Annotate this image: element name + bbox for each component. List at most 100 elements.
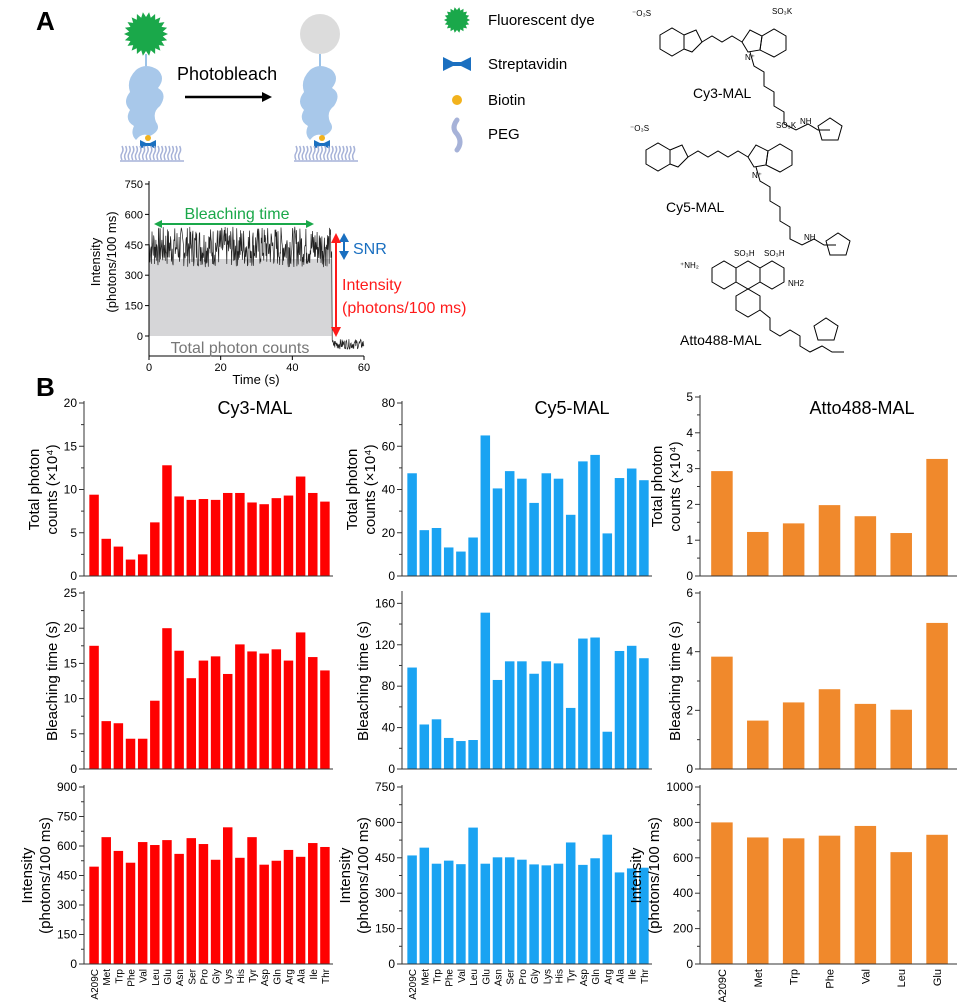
structure-atom: SO₃H (734, 249, 755, 258)
peg-strand (323, 145, 327, 161)
structure-label: Atto488-MAL (680, 332, 762, 348)
bar-Ile (308, 492, 318, 576)
x-tick-label: Ala (297, 969, 308, 984)
x-tick-label: Glu (932, 969, 944, 986)
bar-Tyr (565, 842, 576, 964)
y-tick-label: 0 (70, 957, 77, 971)
bleaching-time-annotation: Bleaching time (185, 206, 290, 223)
bar-Glu (480, 612, 491, 769)
y-tick-label: 150 (57, 928, 77, 942)
bar-Lys (222, 673, 233, 769)
chart-cy3-intensity: A209C Met Trp Phe Val Leu Glu Asn Ser Pro Gly Lys Hi… (19, 780, 333, 1000)
y-tick-label: 0 (388, 762, 395, 776)
bar-Leu (468, 537, 478, 576)
y-tick-label: 20 (64, 621, 78, 635)
y-tick-label: 0 (388, 569, 395, 583)
peg-strand (177, 145, 182, 161)
bar-Asn (174, 650, 184, 769)
peg-strand (159, 145, 164, 161)
x-tick-label: Leu (151, 969, 162, 986)
panel-label-b: B (36, 372, 55, 402)
chart-cy3-bleach: 0 5 10 15 20 25 Bleaching time (s) (44, 586, 333, 776)
intensity-trace-line (148, 226, 365, 350)
x-tick-label: Glu (163, 969, 174, 985)
legend-label: Streptavidin (488, 56, 567, 73)
x-tick-label: Phe (445, 969, 456, 987)
peg-strand (131, 145, 135, 161)
intensity-annotation: Intensity (342, 277, 402, 294)
x-tick-label: Asn (494, 969, 505, 986)
bar-Leu (468, 827, 478, 964)
y-tick-label: 15 (64, 439, 78, 453)
x-tick-label: Trp (114, 969, 125, 984)
bar-Leu (150, 700, 160, 769)
peg-squiggle-icon (451, 117, 463, 153)
peg-strand (344, 145, 349, 161)
y-tick-label: 200 (673, 922, 693, 936)
streptavidin-icon (443, 57, 471, 71)
structure-atom: SO₃K (776, 121, 797, 130)
bar-Gly (210, 656, 221, 769)
peg-strand (123, 145, 128, 161)
peg-strand (170, 145, 175, 161)
structure-atom: SO₃H (764, 249, 785, 258)
x-tick-label: A209C (90, 969, 101, 1000)
bar-A209C (89, 866, 99, 964)
photobleach-arrow: Photobleach (177, 64, 277, 102)
peg-strand (326, 145, 331, 161)
bar-Asp (259, 504, 269, 576)
bar-Pro (517, 859, 527, 964)
bar-Met (419, 847, 430, 964)
bar-Trp (782, 838, 805, 964)
y-tick-label: 150 (125, 301, 143, 313)
y-tick-label: 2 (686, 703, 693, 717)
structure-atom: NH2 (788, 279, 805, 288)
x-tick-label: Tyr (567, 968, 578, 983)
y-tick-label: 0 (686, 957, 693, 971)
y-axis-label: Intensity (19, 847, 36, 903)
y-tick-label: 5 (686, 390, 693, 404)
bar-Pro (198, 844, 209, 964)
chart-cy5-intensity: A209C Met Trp Phe Val Leu Glu Asn Ser Pro Gly Lys Hi… (337, 780, 652, 1000)
bar-Leu (890, 852, 912, 964)
schematic-legend: Fluorescent dye Streptavidin Biotin PEG (443, 7, 595, 153)
bar-Met (101, 837, 111, 964)
bar-A209C (89, 494, 99, 576)
x-tick-label: Asp (579, 969, 590, 987)
bar-Lys (222, 492, 233, 576)
peg-strand (294, 145, 298, 161)
y-tick-label: 0 (137, 331, 143, 343)
x-tick-label: Met (102, 969, 113, 986)
peg-strand (141, 145, 146, 161)
x-tick-label: Ile (628, 969, 639, 980)
bar-Pro (517, 478, 527, 576)
bar-His (235, 492, 245, 576)
peg-surface-icon (120, 145, 184, 162)
x-tick-label: Pro (518, 969, 529, 985)
bar-Asn (492, 857, 503, 964)
bar-Lys (541, 865, 552, 964)
y-axis-label: Total photon (344, 449, 361, 531)
x-tick-label: A209C (408, 969, 419, 1000)
peg-strand (297, 145, 302, 161)
bar-Ser (504, 661, 515, 769)
y-tick-label: 800 (673, 815, 693, 829)
bar-Phe (818, 689, 841, 769)
bar-A209C (89, 645, 99, 769)
peg-strand (138, 145, 142, 161)
y-axis-label: Bleaching time (s) (44, 621, 61, 741)
x-axis-label: Time (s) (232, 372, 279, 387)
x-tick-label: Ser (506, 968, 517, 984)
bar-Lys (222, 827, 233, 964)
bar-Thr (320, 846, 330, 964)
x-tick-label: 40 (286, 362, 298, 374)
peg-strand (127, 145, 131, 161)
bar-His (235, 644, 245, 769)
panel-label-a: A (36, 6, 55, 36)
total-counts-annotation: Total photon counts (171, 340, 310, 357)
chart-title: Cy5-MAL (534, 398, 609, 418)
y-tick-label: 40 (382, 721, 396, 735)
y-tick-label: 300 (375, 886, 395, 900)
bar-Ile (626, 868, 637, 964)
